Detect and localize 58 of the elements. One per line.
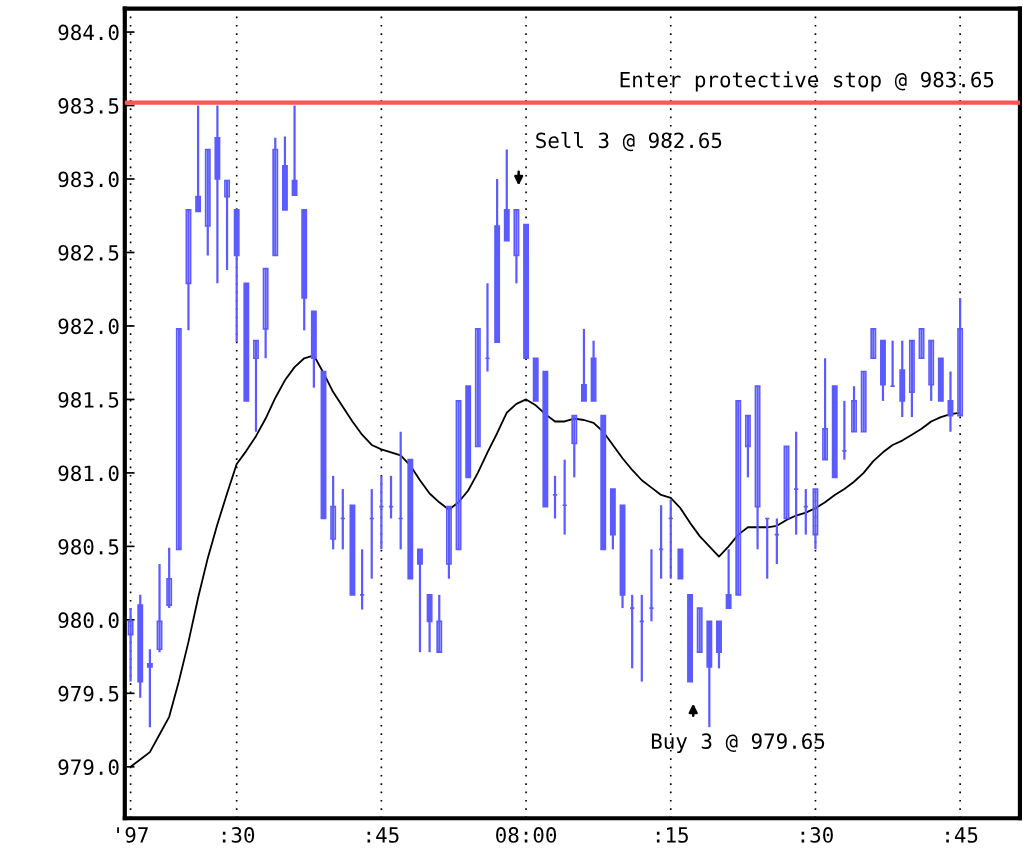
candlestick xyxy=(195,104,202,213)
candlestick xyxy=(918,327,925,360)
x-tick-label: :45 xyxy=(946,827,978,843)
y-tick-label: 981.0 xyxy=(58,465,119,482)
candlestick xyxy=(783,445,790,520)
candlestick xyxy=(330,474,337,551)
y-tick-label: 982.0 xyxy=(58,318,119,335)
y-tick-label: 981.5 xyxy=(58,391,119,408)
candlestick xyxy=(185,208,192,332)
candlestick xyxy=(204,148,211,257)
y-tick-label: 983.0 xyxy=(58,171,119,188)
candlestick xyxy=(417,548,423,654)
candlestick xyxy=(455,399,462,551)
candlestick xyxy=(571,414,578,479)
candlestick xyxy=(272,136,279,257)
x-tick-label: :30 xyxy=(222,827,255,843)
candlestick xyxy=(957,296,964,417)
candlestick xyxy=(822,357,829,461)
candlestick xyxy=(224,179,231,272)
x-tick-label: :30 xyxy=(801,827,833,843)
candlestick xyxy=(175,327,182,551)
candlestick xyxy=(291,104,298,197)
ref-line-label: Enter protective stop @ 983.65 xyxy=(620,71,994,92)
y-tick-label: 983.5 xyxy=(58,98,119,114)
candlestick xyxy=(744,414,751,479)
candlestick xyxy=(262,267,269,360)
y-tick-label: 984.0 xyxy=(58,24,119,41)
candlestick xyxy=(253,339,259,433)
candlestick xyxy=(812,487,819,551)
x-tick-label: '97 xyxy=(117,827,148,843)
y-tick-label: 982.5 xyxy=(58,244,119,261)
candlestick xyxy=(928,339,935,403)
candlestick xyxy=(870,327,877,360)
candlestick xyxy=(696,606,703,654)
candlestick xyxy=(166,546,173,610)
candlestick xyxy=(474,327,481,448)
candlestick xyxy=(146,648,153,729)
x-tick-label: :15 xyxy=(656,827,688,843)
candlestick xyxy=(156,562,163,654)
x-tick-label: 08:00 xyxy=(496,827,557,843)
candlestick xyxy=(580,327,587,403)
candlestick xyxy=(725,548,732,610)
annotation: Sell 3 @ 982.65 xyxy=(536,132,722,152)
y-tick-label: 979.0 xyxy=(58,759,119,776)
x-tick-label: :45 xyxy=(367,827,399,843)
candlestick xyxy=(908,339,915,419)
y-tick-label: 980.0 xyxy=(58,612,119,629)
candlestick xyxy=(860,370,867,433)
annotation: Buy 3 @ 979.65 xyxy=(651,733,825,754)
candlestick xyxy=(445,505,452,580)
candlestick xyxy=(127,606,134,683)
candlestick xyxy=(754,385,761,551)
candlestick xyxy=(436,593,443,654)
candlestick xyxy=(851,385,857,433)
y-tick-label: 979.5 xyxy=(58,685,119,702)
candlestick xyxy=(735,399,742,596)
candlestick xyxy=(513,208,520,285)
y-tick-label: 980.5 xyxy=(58,538,119,555)
